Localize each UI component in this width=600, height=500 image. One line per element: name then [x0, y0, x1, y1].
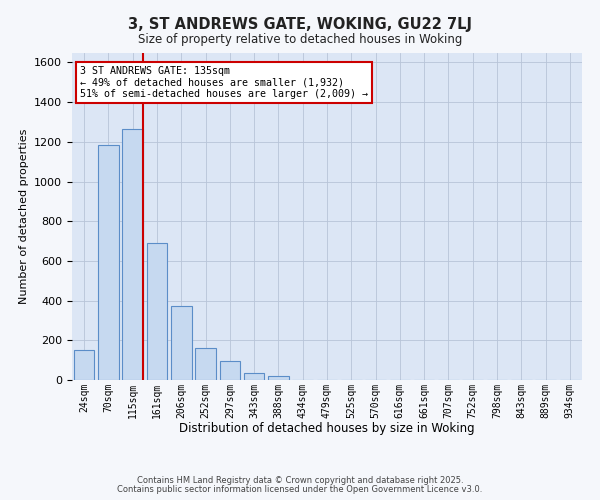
Bar: [146, 243, 167, 380]
Text: 3, ST ANDREWS GATE, WOKING, GU22 7LJ: 3, ST ANDREWS GATE, WOKING, GU22 7LJ: [128, 18, 472, 32]
Bar: [244, 374, 265, 380]
Bar: [195, 348, 216, 380]
Bar: [122, 129, 143, 380]
X-axis label: Distribution of detached houses by size in Woking: Distribution of detached houses by size …: [179, 422, 475, 435]
Y-axis label: Number of detached properties: Number of detached properties: [19, 128, 29, 304]
Bar: [171, 306, 191, 380]
Text: 3 ST ANDREWS GATE: 135sqm
← 49% of detached houses are smaller (1,932)
51% of se: 3 ST ANDREWS GATE: 135sqm ← 49% of detac…: [80, 66, 368, 99]
Text: Size of property relative to detached houses in Woking: Size of property relative to detached ho…: [138, 32, 462, 46]
Text: Contains public sector information licensed under the Open Government Licence v3: Contains public sector information licen…: [118, 485, 482, 494]
Bar: [220, 361, 240, 380]
Bar: [74, 350, 94, 380]
Bar: [98, 145, 119, 380]
Bar: [268, 376, 289, 380]
Text: Contains HM Land Registry data © Crown copyright and database right 2025.: Contains HM Land Registry data © Crown c…: [137, 476, 463, 485]
